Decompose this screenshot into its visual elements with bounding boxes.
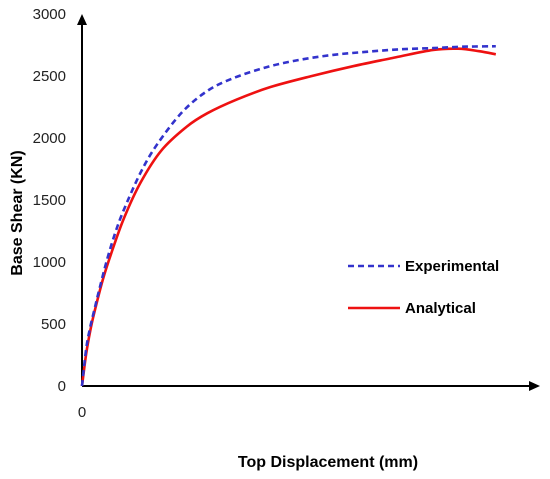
x-axis-arrow-icon — [529, 381, 540, 391]
y-tick-label: 1500 — [33, 192, 66, 209]
y-axis-arrow-icon — [77, 14, 87, 25]
y-tick-label: 3000 — [33, 6, 66, 23]
legend-label-experimental: Experimental — [405, 258, 499, 275]
y-tick-label: 500 — [41, 316, 66, 333]
legend-label-analytical: Analytical — [405, 300, 476, 317]
series-layer — [80, 44, 497, 387]
y-tick-label: 2500 — [33, 68, 66, 85]
y-tick-labels: 0 500 1000 1500 2000 2500 3000 — [33, 6, 66, 395]
series-line-experimental — [80, 44, 496, 387]
y-axis-title: Base Shear (KN) — [9, 150, 26, 275]
x-tick-labels: 0 — [78, 404, 86, 421]
y-tick-label: 0 — [58, 378, 66, 395]
x-tick-label: 0 — [78, 404, 86, 421]
legend: Experimental Analytical — [348, 258, 499, 317]
y-tick-label: 2000 — [33, 130, 66, 147]
series-line-analytical — [80, 47, 497, 387]
x-axis-title: Top Displacement (mm) — [238, 454, 418, 471]
y-tick-label: 1000 — [33, 254, 66, 271]
